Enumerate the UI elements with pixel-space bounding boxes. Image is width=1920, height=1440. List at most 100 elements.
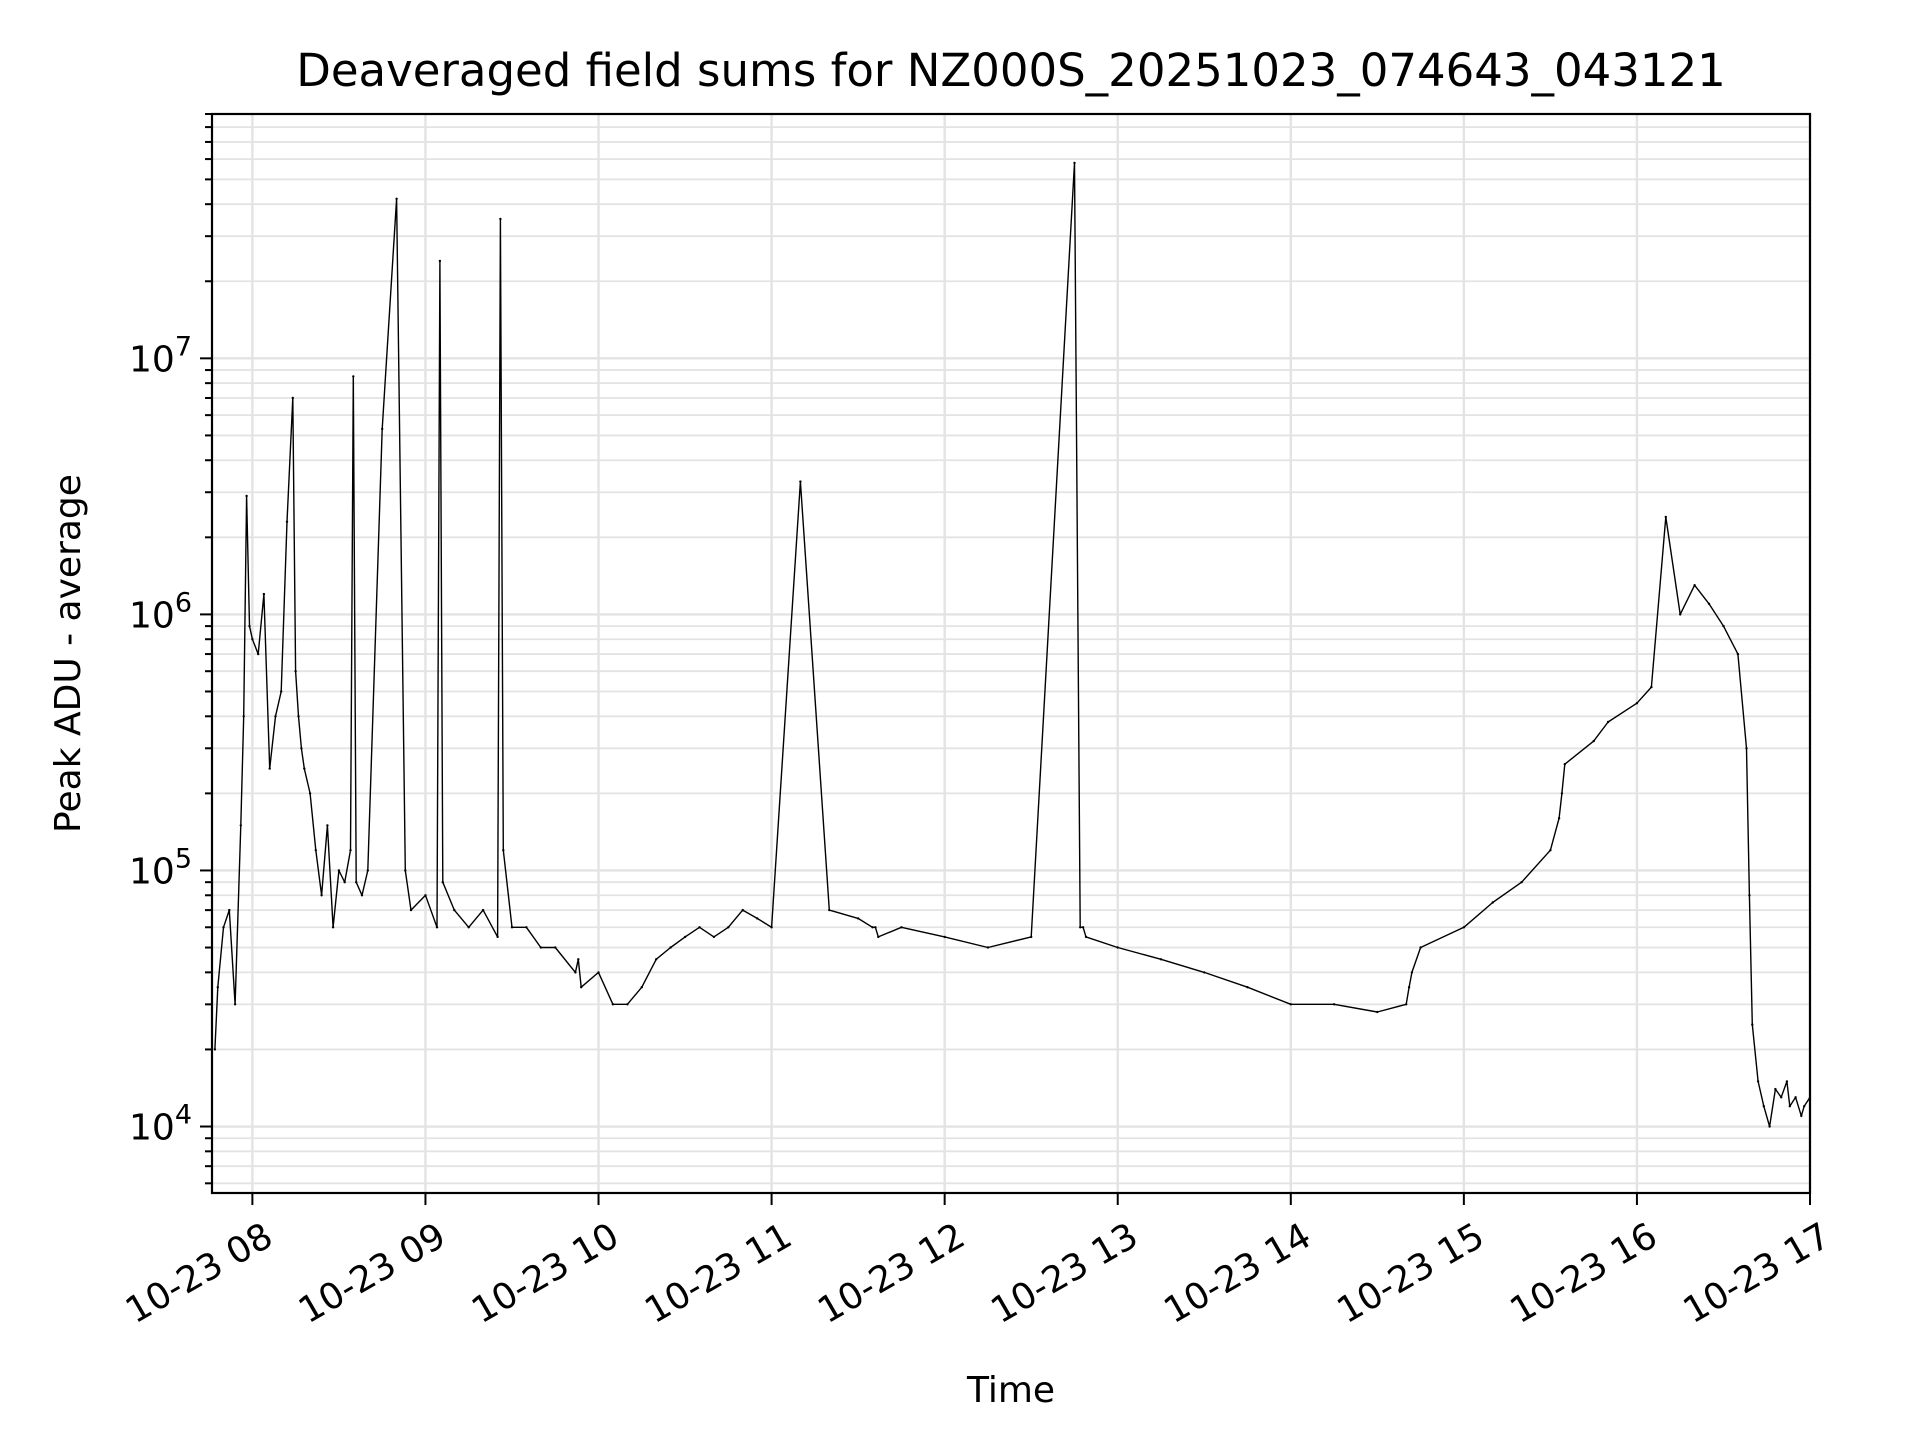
- y-tick-label: 105: [129, 843, 192, 892]
- data-point: [404, 869, 407, 872]
- y-tick-exponent: 5: [175, 843, 192, 874]
- data-point: [1560, 792, 1564, 795]
- data-point: [245, 494, 248, 498]
- data-point: [1557, 817, 1561, 820]
- data-point: [360, 894, 364, 897]
- data-point: [1563, 763, 1567, 766]
- data-point: [741, 908, 744, 912]
- data-point: [1419, 946, 1422, 949]
- data-point: [467, 926, 470, 929]
- data-point: [1332, 1003, 1336, 1006]
- data-point: [525, 926, 528, 929]
- data-point: [655, 958, 658, 961]
- data-point: [669, 946, 672, 949]
- data-point: [496, 935, 499, 939]
- data-point: [1693, 584, 1696, 587]
- data-point: [900, 926, 903, 929]
- data-point: [291, 396, 294, 400]
- data-point: [1592, 739, 1595, 743]
- data-point: [626, 1003, 629, 1006]
- data-point: [1407, 986, 1411, 989]
- data-point: [294, 670, 297, 673]
- data-point: [799, 480, 802, 483]
- data-point: [871, 926, 874, 929]
- y-tick-label: 104: [129, 1100, 192, 1149]
- data-point: [1780, 1096, 1783, 1099]
- y-tick-base: 10: [129, 851, 175, 892]
- chart-title: Deaveraged field sums for NZ000S_2025102…: [296, 44, 1726, 97]
- data-point: [1774, 1087, 1777, 1091]
- data-point: [438, 259, 442, 263]
- data-point: [1722, 624, 1725, 628]
- data-point: [355, 881, 358, 884]
- data-point: [1289, 1003, 1293, 1006]
- data-point: [502, 849, 505, 852]
- data-point: [337, 869, 341, 872]
- y-axis-label: Peak ADU - average: [48, 474, 89, 833]
- data-point: [1788, 1105, 1792, 1108]
- y-tick-base: 10: [129, 1108, 175, 1149]
- data-point: [611, 1003, 615, 1006]
- data-point: [770, 926, 773, 929]
- data-point: [297, 715, 300, 718]
- data-point: [877, 935, 880, 939]
- data-point: [828, 908, 831, 912]
- data-point: [1707, 602, 1711, 605]
- data-point: [343, 881, 346, 884]
- data-point: [326, 824, 329, 827]
- data-point: [1376, 1010, 1379, 1014]
- data-point: [499, 217, 502, 221]
- data-point: [228, 908, 231, 912]
- data-point: [712, 935, 716, 939]
- grid: [212, 113, 1812, 1193]
- data-point: [274, 715, 277, 718]
- data-point: [1491, 901, 1494, 904]
- data-point: [698, 926, 701, 929]
- data-point: [727, 926, 730, 929]
- data-point: [381, 427, 384, 431]
- data-point: [577, 958, 580, 961]
- data-point: [409, 908, 413, 912]
- data-point: [1606, 720, 1610, 724]
- data-point: [943, 935, 946, 939]
- data-point: [1084, 935, 1088, 939]
- data-point: [1081, 926, 1085, 929]
- data-point: [1768, 1125, 1771, 1128]
- data-point: [1679, 613, 1682, 616]
- data-point: [874, 926, 877, 929]
- data-point: [1520, 881, 1523, 884]
- data-point: [308, 792, 312, 795]
- data-point: [856, 917, 860, 920]
- data-point: [554, 946, 557, 949]
- data-point: [539, 946, 542, 949]
- data-point: [1116, 946, 1119, 949]
- data-point: [986, 946, 990, 949]
- data-point: [453, 908, 456, 912]
- data-point: [1745, 747, 1748, 750]
- data-point: [1246, 986, 1249, 989]
- data-point: [435, 926, 439, 929]
- data-point: [1635, 702, 1639, 705]
- data-point: [251, 638, 254, 641]
- data-point: [1030, 935, 1033, 939]
- data-point: [1073, 161, 1076, 165]
- data-point: [268, 767, 271, 770]
- data-point: [233, 1003, 237, 1006]
- y-tick-label: 107: [129, 331, 192, 380]
- y-tick-exponent: 6: [175, 587, 192, 618]
- data-point: [314, 849, 317, 852]
- data-point: [1800, 1114, 1803, 1118]
- data-point: [366, 869, 369, 872]
- data-point: [242, 715, 245, 718]
- x-axis-label: Time: [966, 1370, 1055, 1411]
- data-point: [1405, 1003, 1408, 1006]
- data-point: [303, 767, 306, 770]
- data-point: [1650, 685, 1653, 689]
- data-point: [352, 375, 355, 378]
- data-point: [683, 935, 687, 939]
- data-point: [1794, 1096, 1797, 1099]
- y-tick-label: 106: [129, 587, 192, 636]
